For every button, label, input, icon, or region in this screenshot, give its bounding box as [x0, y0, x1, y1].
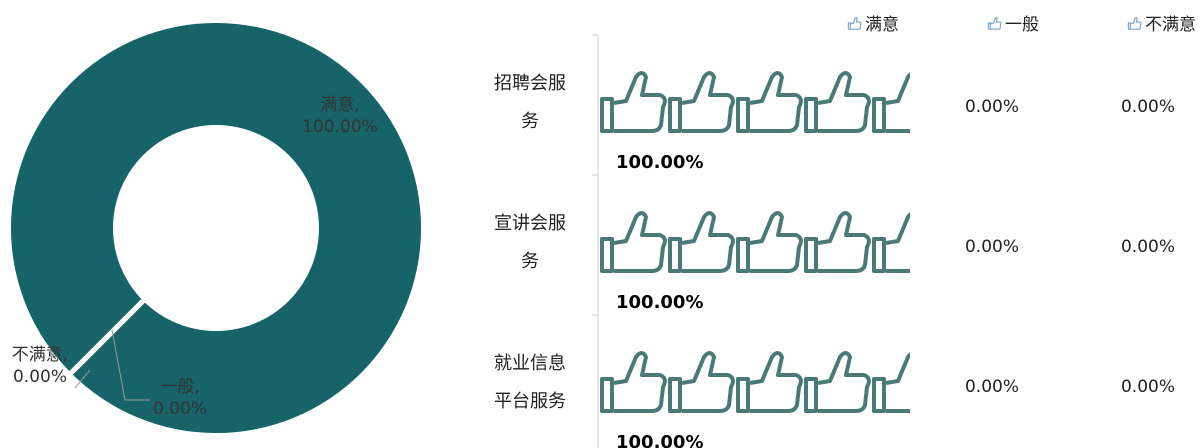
thumb-icon	[872, 352, 910, 413]
leader-line	[111, 329, 150, 401]
data-label: 不满意, 0.00%	[11, 345, 69, 387]
thumb-icon	[872, 212, 910, 273]
value-label: 0.00%	[965, 377, 1019, 397]
legend-icon	[847, 17, 862, 30]
thumb-icon	[668, 211, 735, 273]
value-label: 100.00%	[616, 432, 704, 448]
thumb-icon	[600, 71, 667, 133]
thumb-icon	[668, 351, 735, 413]
category-label: 宣讲会服务	[494, 213, 566, 272]
thumb-icon	[668, 71, 735, 133]
value-label: 0.00%	[1121, 377, 1175, 397]
thumb-icon	[736, 71, 803, 133]
data-label: 一般, 0.00%	[152, 377, 207, 419]
value-label: 100.00%	[616, 292, 704, 313]
legend-icon	[1127, 17, 1142, 30]
leader-line	[74, 369, 91, 389]
legend-label: 不满意	[1145, 15, 1196, 35]
category-label: 招聘会服务	[494, 73, 566, 132]
value-label: 0.00%	[965, 97, 1019, 117]
slice-border	[67, 297, 147, 377]
thumb-icon	[736, 211, 803, 273]
category-label: 就业信息平台服务	[494, 353, 566, 412]
value-label: 0.00%	[1121, 97, 1175, 117]
data-label: 满意, 100.00%	[302, 95, 378, 137]
thumb-icon	[804, 211, 871, 273]
pictorial-bar	[600, 211, 910, 273]
legend-icon	[987, 17, 1002, 30]
value-label: 0.00%	[965, 237, 1019, 257]
value-label: 0.00%	[1121, 237, 1175, 257]
thumb-icon	[600, 351, 667, 413]
thumb-icon	[872, 72, 910, 133]
thumb-icon	[804, 351, 871, 413]
thumb-icon	[736, 351, 803, 413]
legend-label: 一般	[1005, 15, 1039, 35]
thumb-icon	[600, 211, 667, 273]
pictorial-bar	[600, 71, 910, 133]
pictorial-bar	[600, 351, 910, 413]
thumb-icon	[804, 71, 871, 133]
legend-label: 满意	[865, 15, 899, 35]
value-label: 100.00%	[616, 152, 704, 173]
